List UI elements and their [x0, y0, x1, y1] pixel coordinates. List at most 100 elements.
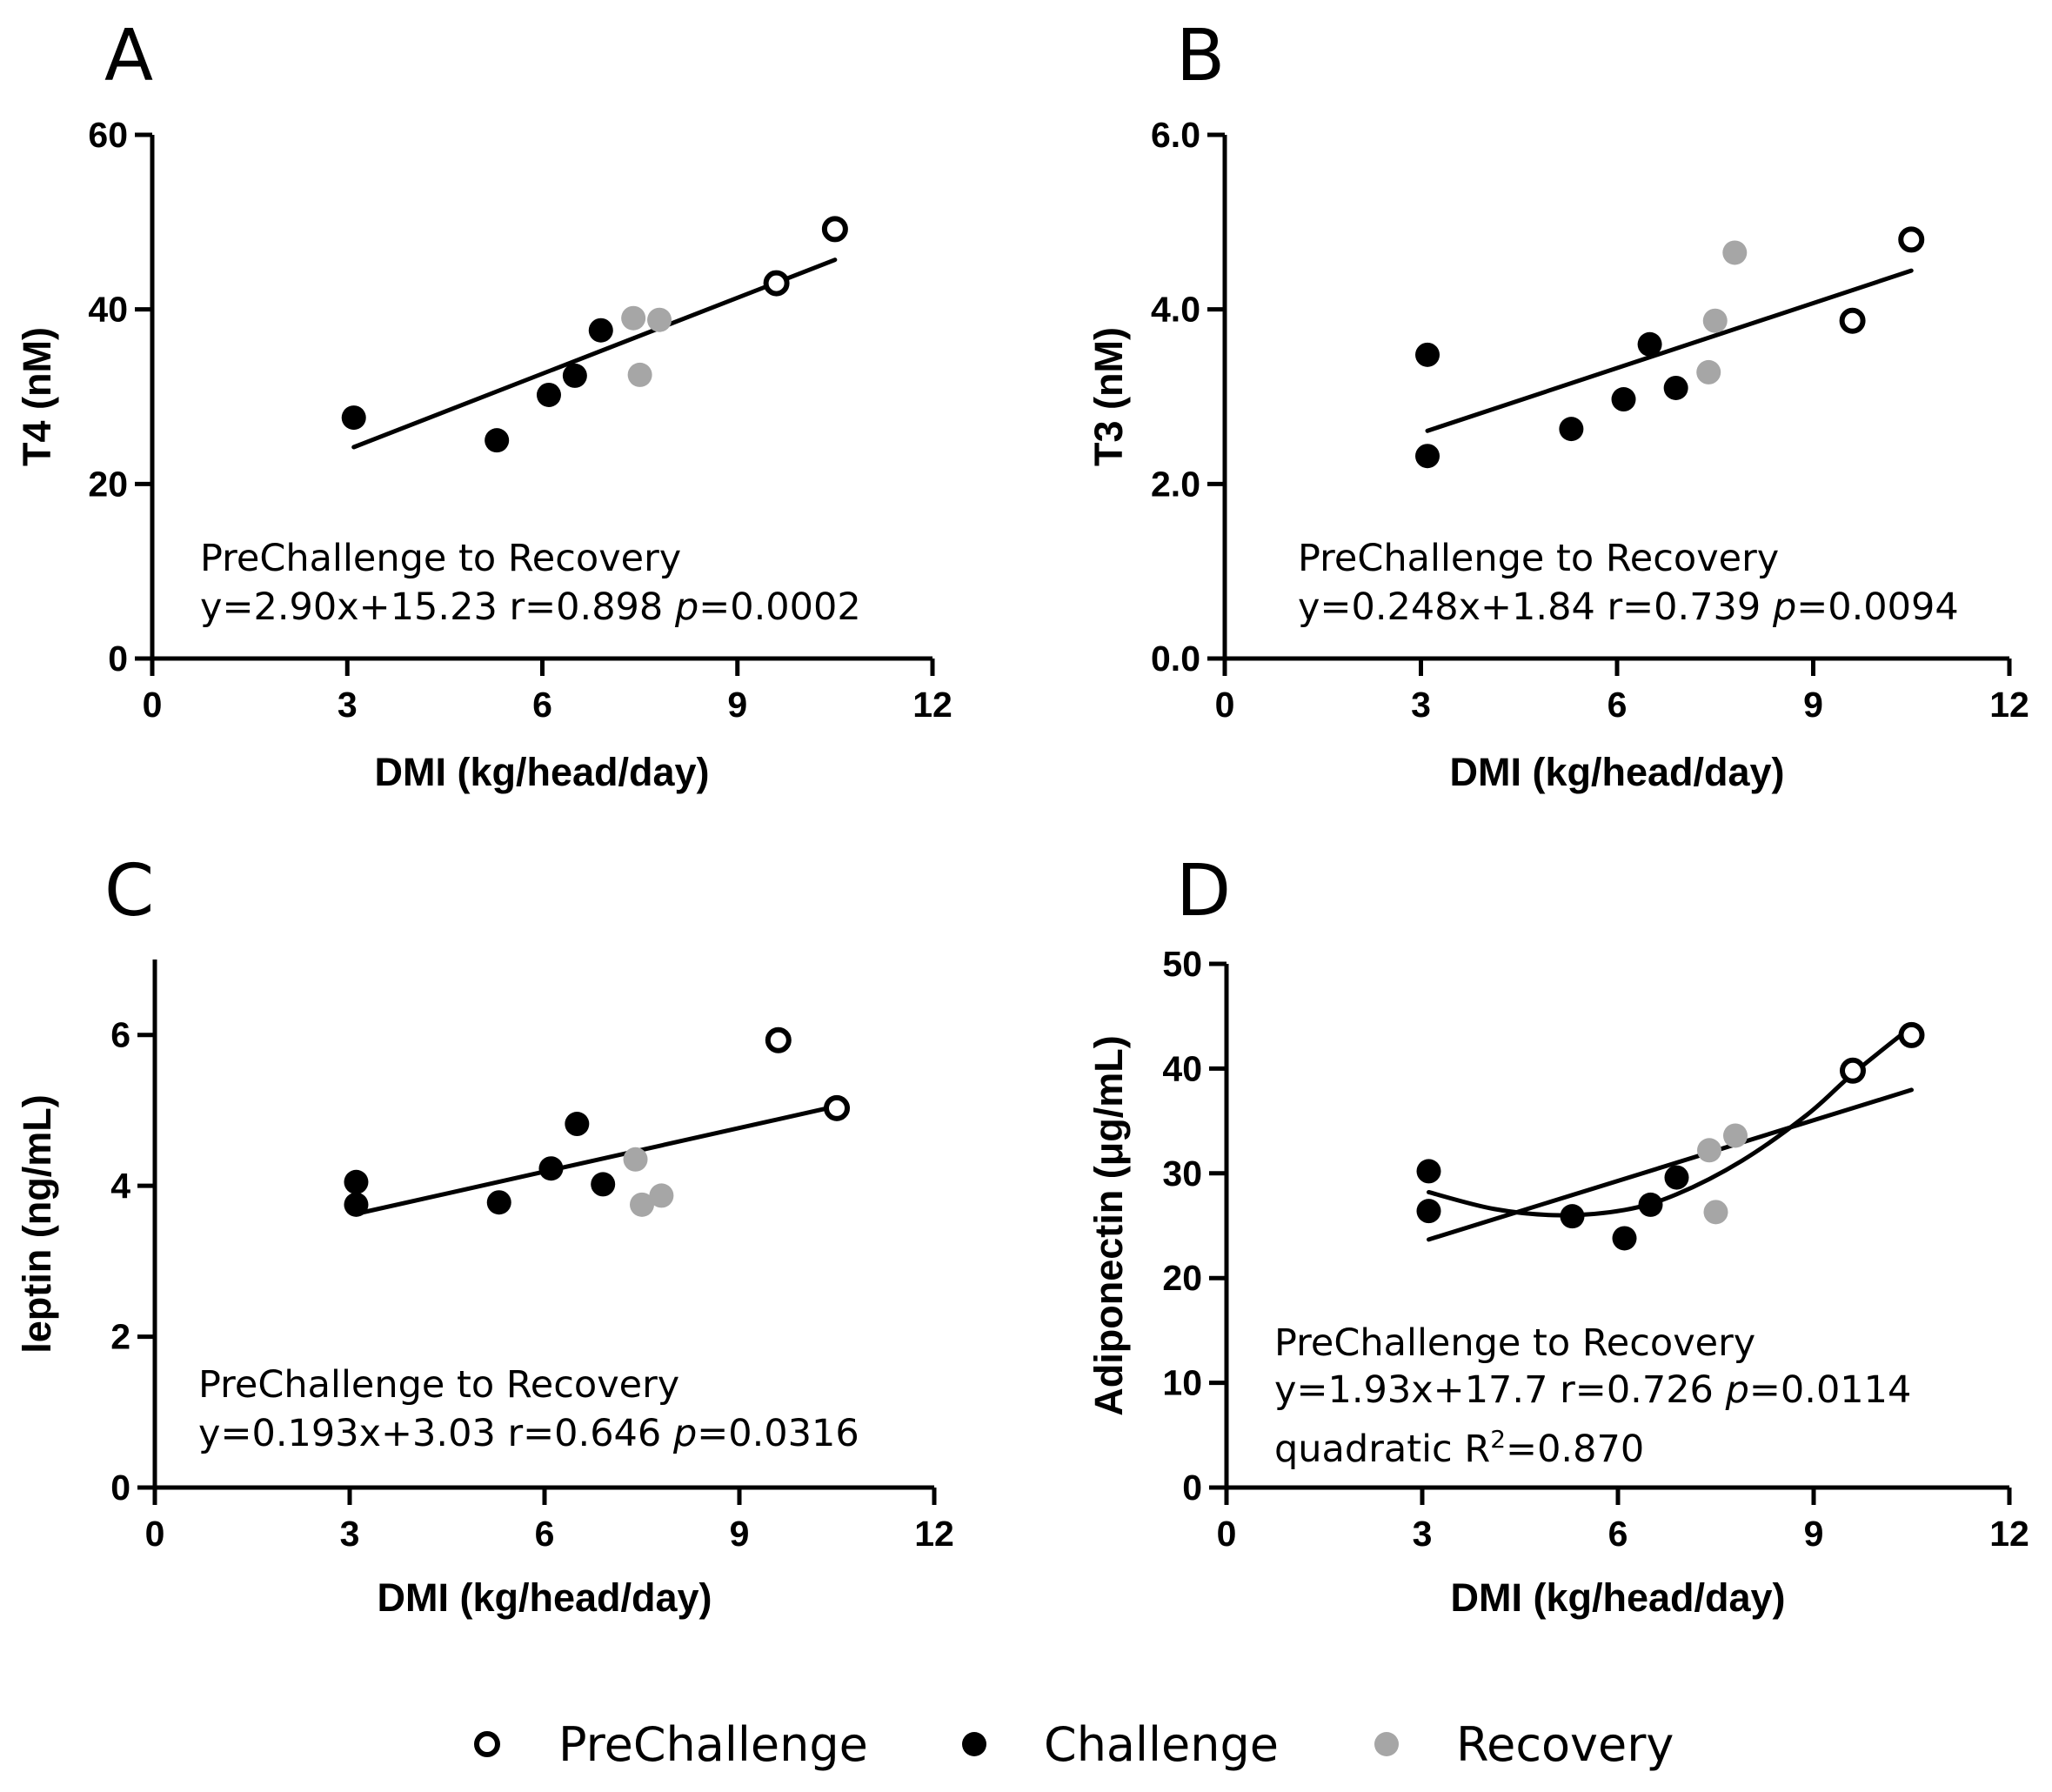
data-point-recovery — [628, 363, 652, 387]
data-point-recovery — [1703, 309, 1728, 333]
panel-letter: A — [104, 15, 153, 97]
panel-d: D PreChallenge to Recovery y=1.93x+17.7 … — [1086, 850, 2029, 1620]
data-point-challenge — [1638, 332, 1662, 357]
data-point-challenge — [538, 1156, 563, 1180]
y-tick-label: 0 — [110, 1468, 130, 1508]
y-tick-label: 0 — [1182, 1468, 1202, 1508]
y-tick-label: 40 — [88, 290, 128, 330]
legend-label: Challenge — [1044, 1717, 1279, 1772]
axes: 0 3 6 9 12 0 20 40 60 — [88, 115, 952, 725]
y-tick-label: 6 — [110, 1015, 130, 1055]
legend-marker-prechallenge — [477, 1734, 498, 1755]
x-tick-label: 0 — [1217, 1514, 1237, 1554]
x-tick-label: 9 — [1804, 1514, 1824, 1554]
x-tick-label: 6 — [532, 685, 552, 725]
axes: 0 3 6 9 12 0.0 2.0 4.0 6.0 — [1151, 115, 2029, 725]
legend-marker-recovery — [1374, 1732, 1399, 1756]
data-point-challenge — [344, 1170, 368, 1194]
data-point-prechallenge — [1901, 229, 1922, 250]
data-point-prechallenge — [1902, 1025, 1922, 1046]
x-tick-label: 9 — [1803, 685, 1823, 725]
x-tick-label: 9 — [730, 1514, 750, 1554]
y-tick-label: 50 — [1162, 944, 1202, 984]
panel-letter: C — [104, 850, 154, 933]
data-point-challenge — [591, 1172, 615, 1196]
panel-b: B PreChallenge to Recovery y=0.248x+1.84… — [1086, 15, 2029, 794]
annotation-equation: y=1.93x+17.7 r=0.726 p=0.0114 — [1274, 1368, 1911, 1412]
y-tick-label: 20 — [1162, 1258, 1202, 1298]
x-tick-label: 9 — [727, 685, 747, 725]
data-point-challenge — [537, 383, 561, 407]
data-point-challenge — [487, 1190, 511, 1214]
data-point-challenge — [344, 1193, 368, 1217]
x-tick-label: 3 — [338, 685, 358, 725]
data-point-recovery — [1697, 1138, 1721, 1162]
annotation-title: PreChallenge to Recovery — [1274, 1321, 1755, 1365]
data-point-challenge — [1664, 376, 1688, 400]
x-tick-label: 12 — [914, 1514, 954, 1554]
data-point-challenge — [1665, 1166, 1689, 1190]
regression-line — [356, 1107, 837, 1214]
x-tick-label: 3 — [340, 1514, 360, 1554]
y-axis-title: Adiponectin (μg/mL) — [1086, 1035, 1131, 1415]
annotation-title: PreChallenge to Recovery — [198, 1363, 679, 1407]
data-point-challenge — [1612, 387, 1636, 411]
x-axis-title: DMI (kg/head/day) — [377, 1575, 712, 1620]
data-point-challenge — [1417, 1199, 1441, 1223]
regression-line — [354, 260, 835, 447]
data-point-recovery — [621, 306, 645, 331]
data-point-challenge — [589, 318, 613, 343]
x-axis-title: DMI (kg/head/day) — [1450, 1575, 1785, 1620]
annotation-equation: y=0.193x+3.03 r=0.646 p=0.0316 — [198, 1412, 859, 1455]
y-tick-label: 2.0 — [1151, 464, 1200, 504]
series-challenge — [342, 318, 613, 452]
legend-marker-challenge — [962, 1732, 986, 1756]
regression-line — [1427, 271, 1911, 431]
annotation-equation: y=0.248x+1.84 r=0.739 p=0.0094 — [1298, 585, 1959, 629]
data-point-prechallenge — [826, 1098, 847, 1119]
data-point-challenge — [1417, 1159, 1441, 1183]
data-point-challenge — [1415, 343, 1440, 367]
data-point-challenge — [1559, 417, 1583, 441]
data-point-recovery — [1722, 240, 1747, 264]
series-recovery — [1696, 240, 1747, 384]
x-tick-label: 6 — [1608, 1514, 1628, 1554]
data-point-challenge — [342, 405, 366, 430]
y-tick-label: 0 — [108, 639, 128, 679]
x-tick-label: 0 — [143, 685, 163, 725]
legend-label: PreChallenge — [558, 1717, 868, 1772]
annotation-equation: y=2.90x+15.23 r=0.898 p=0.0002 — [200, 585, 861, 629]
y-axis-title: leptin (ng/mL) — [15, 1094, 59, 1353]
data-point-recovery — [1704, 1200, 1728, 1224]
panel-letter: D — [1176, 850, 1231, 933]
y-tick-label: 60 — [88, 115, 128, 155]
panel-letter: B — [1176, 15, 1225, 97]
data-point-prechallenge — [1842, 311, 1863, 331]
y-tick-label: 30 — [1162, 1153, 1202, 1194]
series-challenge — [1415, 332, 1688, 468]
y-tick-label: 0.0 — [1151, 639, 1200, 679]
axes: 0 3 6 9 12 0 2 4 6 — [110, 960, 954, 1554]
regression-line — [1429, 1090, 1912, 1240]
y-axis-title: T4 (nM) — [15, 327, 59, 466]
data-point-recovery — [649, 1183, 673, 1207]
data-point-prechallenge — [1842, 1060, 1863, 1081]
annotation-quadratic: quadratic R2=0.870 — [1274, 1425, 1644, 1472]
x-axis-title: DMI (kg/head/day) — [1449, 750, 1784, 794]
y-tick-label: 2 — [110, 1317, 130, 1357]
series-prechallenge — [768, 1030, 847, 1119]
series-prechallenge — [766, 218, 846, 293]
y-tick-label: 6.0 — [1151, 115, 1200, 155]
annotation-title: PreChallenge to Recovery — [200, 537, 681, 580]
data-point-challenge — [565, 1112, 589, 1136]
x-axis-title: DMI (kg/head/day) — [374, 750, 709, 794]
data-point-challenge — [1415, 444, 1440, 468]
figure: A PreChallenge to Recovery y=2.90x+15.23… — [0, 0, 2052, 1792]
series-recovery — [624, 1147, 674, 1217]
legend: PreChallenge Challenge Recovery — [477, 1717, 1674, 1772]
data-point-recovery — [1723, 1123, 1748, 1147]
data-point-challenge — [1613, 1226, 1637, 1250]
data-point-challenge — [485, 428, 509, 452]
x-tick-label: 0 — [1215, 685, 1235, 725]
data-point-challenge — [1639, 1193, 1663, 1217]
